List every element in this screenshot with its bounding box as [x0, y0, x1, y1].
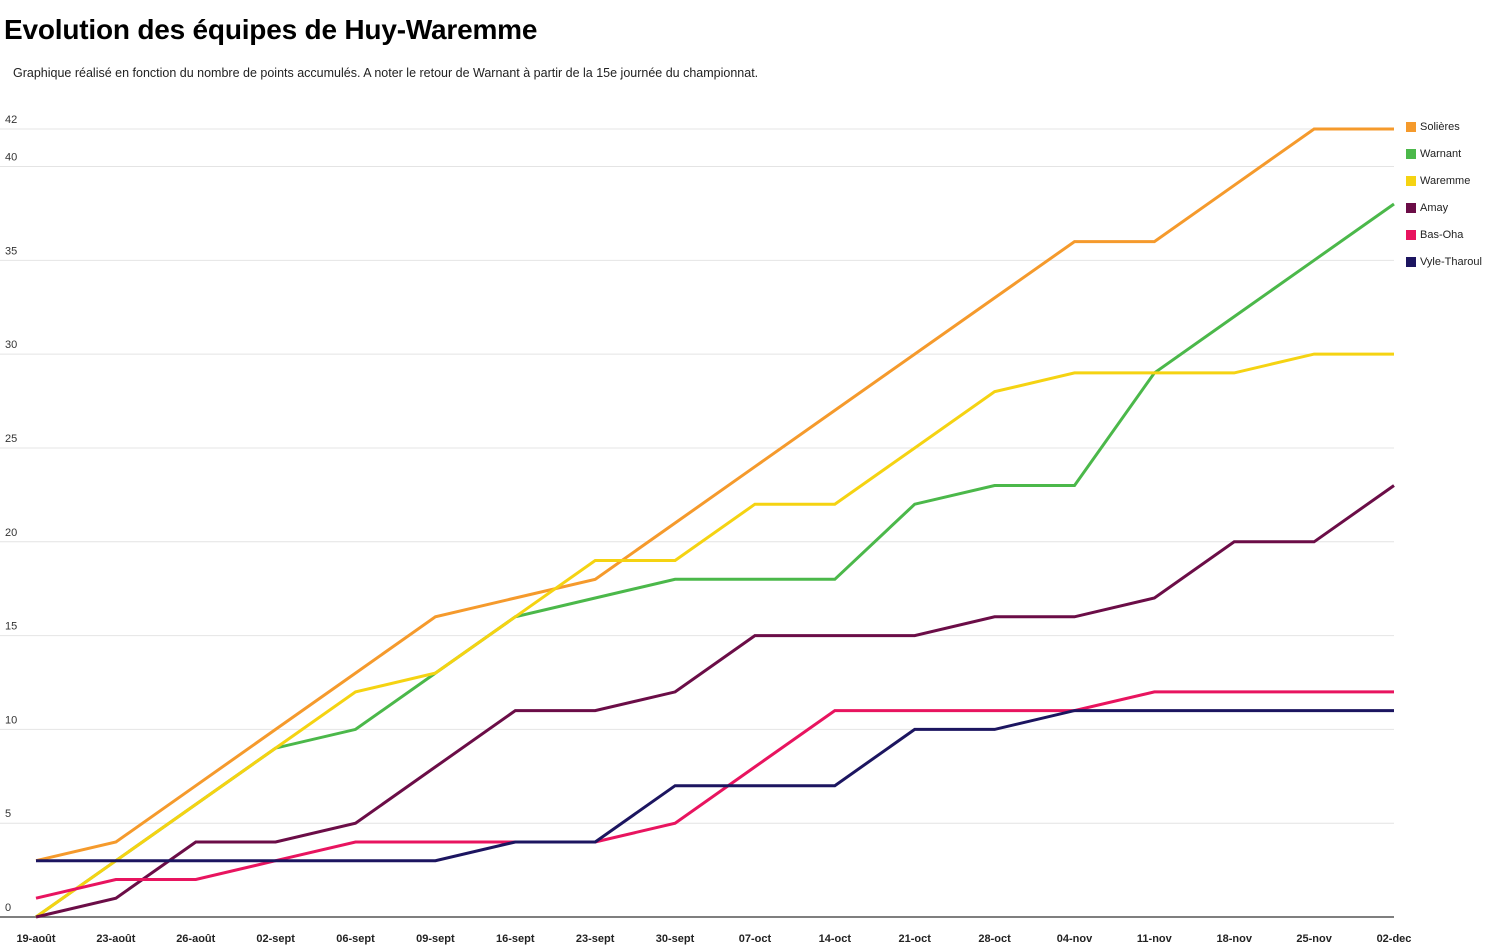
x-tick-label: 28-oct: [978, 933, 1011, 945]
x-tick-label: 16-sept: [496, 933, 535, 945]
x-tick-label: 04-nov: [1057, 933, 1093, 945]
legend-item-waremme: Waremme: [1406, 175, 1470, 187]
x-tick-label: 23-sept: [576, 933, 615, 945]
x-tick-label: 02-dec: [1377, 933, 1412, 945]
y-tick-label: 30: [5, 339, 17, 351]
y-tick-label: 40: [5, 152, 17, 164]
legend-item-amay: Amay: [1406, 202, 1449, 214]
y-axis: 0 5 10 15 20 25 30 35 40 42: [5, 114, 17, 914]
y-tick-label: 35: [5, 245, 17, 257]
legend-label: Warnant: [1420, 148, 1461, 160]
x-tick-label: 26-août: [176, 933, 215, 945]
legend-item-warnant: Warnant: [1406, 148, 1461, 160]
y-tick-label: 15: [5, 621, 17, 633]
y-tick-label: 20: [5, 527, 17, 539]
x-tick-label: 09-sept: [416, 933, 455, 945]
x-tick-label: 18-nov: [1217, 933, 1253, 945]
x-tick-label: 21-oct: [899, 933, 932, 945]
x-tick-label: 14-oct: [819, 933, 852, 945]
legend-swatch: [1406, 176, 1416, 186]
series-line-soli-res: [35, 127, 1394, 863]
x-tick-label: 11-nov: [1137, 933, 1173, 945]
y-tick-label: 10: [5, 714, 17, 726]
x-tick-label: 19-août: [16, 933, 55, 945]
legend-swatch: [1406, 203, 1416, 213]
legend-item-vyle-tharoul: Vyle-Tharoul: [1406, 256, 1482, 268]
page-title: Evolution des équipes de Huy-Waremme: [4, 14, 538, 45]
y-tick-label: 5: [5, 808, 11, 820]
gridlines: [0, 128, 1394, 918]
x-tick-label: 02-sept: [256, 933, 295, 945]
legend: Solières Warnant Waremme Amay Bas-Oha Vyle-Th…: [1406, 121, 1482, 268]
x-tick-label: 30-sept: [656, 933, 695, 945]
legend-item-soli-res: Solières: [1406, 121, 1460, 133]
series-line-warnant: [35, 202, 1395, 919]
page-subtitle: Graphique réalisé en fonction du nombre …: [13, 66, 759, 80]
y-tick-label: 0: [5, 902, 11, 914]
series-line-amay: [35, 484, 1395, 919]
series-lines: [35, 127, 1395, 919]
legend-label: Amay: [1420, 202, 1449, 214]
legend-swatch: [1406, 122, 1416, 132]
x-tick-label: 25-nov: [1296, 933, 1332, 945]
x-tick-label: 23-août: [96, 933, 135, 945]
x-tick-label: 06-sept: [336, 933, 375, 945]
legend-label: Waremme: [1420, 175, 1470, 187]
x-axis: 19-août 23-août 26-août 02-sept 06-sept 09-se…: [16, 933, 1411, 945]
series-line-vyle-tharoul: [36, 709, 1394, 863]
legend-swatch: [1406, 257, 1416, 267]
legend-label: Solières: [1420, 121, 1460, 133]
series-line-bas-oha: [35, 690, 1394, 900]
legend-label: Bas-Oha: [1420, 229, 1464, 241]
legend-label: Vyle-Tharoul: [1420, 256, 1482, 268]
legend-item-bas-oha: Bas-Oha: [1406, 229, 1464, 241]
legend-swatch: [1406, 149, 1416, 159]
x-tick-label: 07-oct: [739, 933, 772, 945]
series-line-waremme: [35, 352, 1394, 919]
y-tick-label: 42: [5, 114, 17, 126]
y-tick-label: 25: [5, 433, 17, 445]
legend-swatch: [1406, 230, 1416, 240]
